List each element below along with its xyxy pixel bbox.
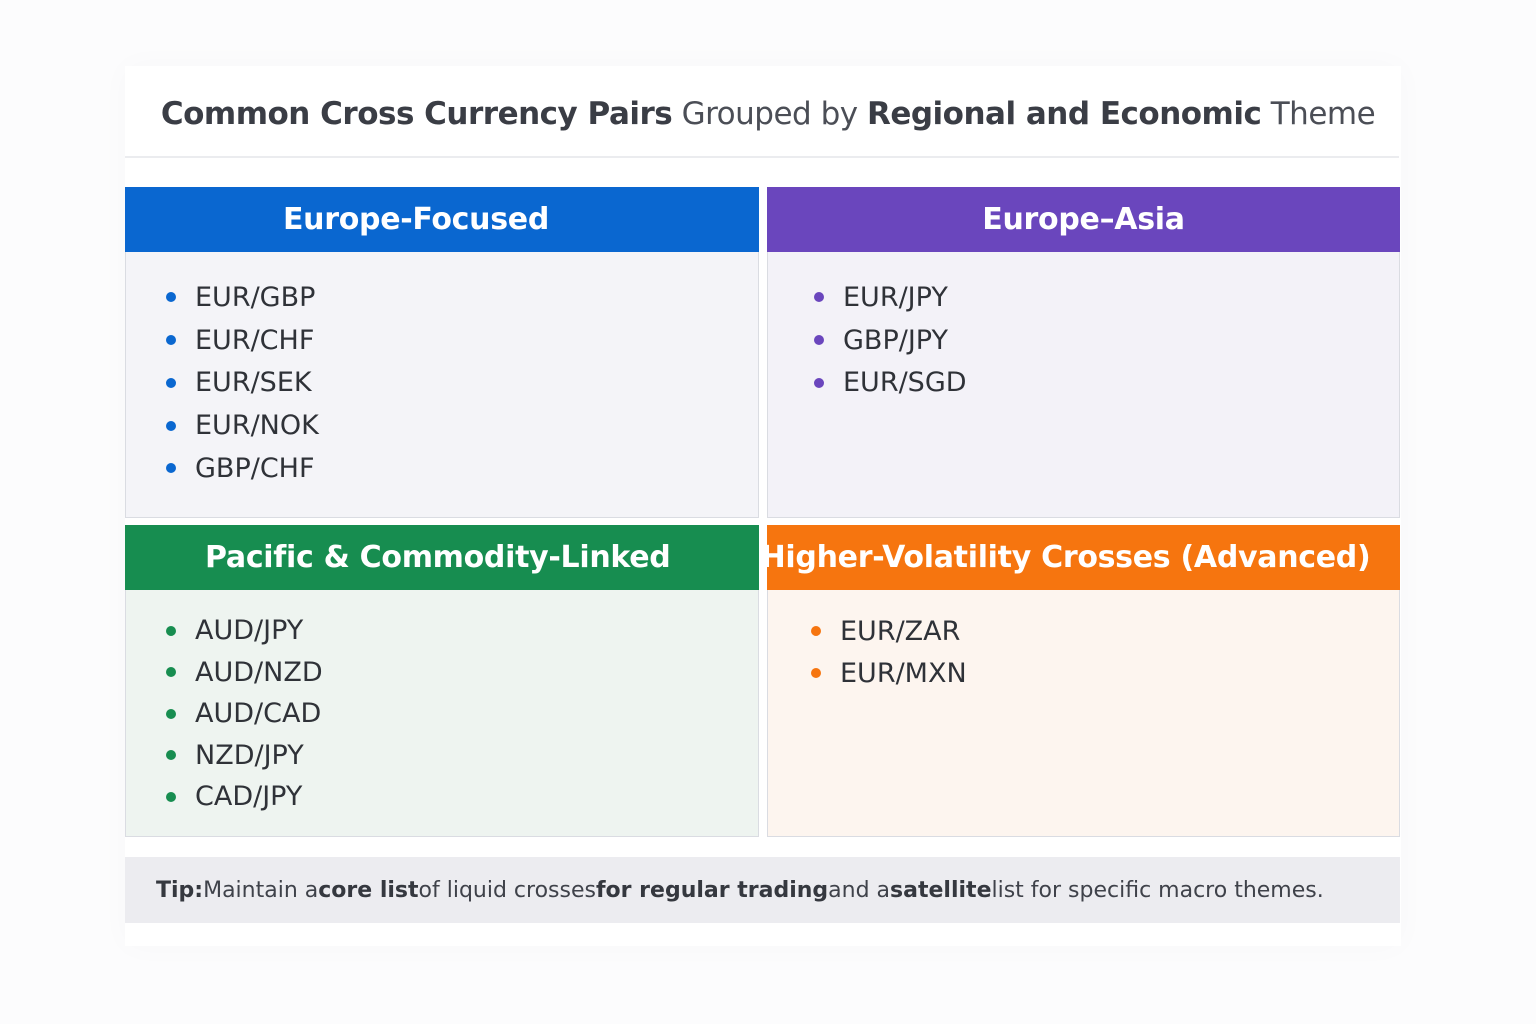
tip-part: Tip: bbox=[156, 877, 204, 903]
pair-label: EUR/CHF bbox=[195, 324, 315, 356]
bullet-icon bbox=[814, 292, 824, 303]
list-item: EUR/ZAR bbox=[811, 610, 967, 652]
pair-list: EUR/JPY GBP/JPY EUR/SGD bbox=[814, 276, 967, 404]
pair-label: AUD/JPY bbox=[195, 615, 304, 647]
panel-title: Higher-Volatility Crosses (Advanced) bbox=[760, 540, 1371, 575]
page-title: Common Cross Currency Pairs Grouped by R… bbox=[0, 96, 1536, 132]
list-item: EUR/CHF bbox=[166, 319, 319, 362]
list-item: EUR/MXN bbox=[811, 652, 967, 694]
tip-part: for regular trading bbox=[595, 877, 829, 903]
list-item: EUR/SEK bbox=[166, 362, 319, 405]
list-item: GBP/JPY bbox=[814, 319, 967, 362]
panel-europe-focused: Europe-Focused EUR/GBP EUR/CHF EUR/SEK E… bbox=[125, 187, 759, 518]
tip-part: Maintain a bbox=[203, 877, 319, 903]
pair-label: GBP/CHF bbox=[195, 452, 315, 484]
pair-label: GBP/JPY bbox=[843, 324, 948, 356]
pair-label: EUR/GBP bbox=[195, 281, 316, 313]
panel-title: Europe-Focused bbox=[282, 202, 550, 237]
tip-part: of liquid crosses bbox=[418, 877, 596, 903]
bullet-icon bbox=[166, 667, 176, 678]
panel-title: Europe–Asia bbox=[982, 202, 1185, 237]
list-item: GBP/CHF bbox=[166, 447, 319, 490]
pair-label: EUR/SGD bbox=[843, 367, 967, 399]
list-item: EUR/JPY bbox=[814, 276, 967, 319]
list-item: EUR/NOK bbox=[166, 404, 319, 447]
bullet-icon bbox=[166, 292, 176, 303]
panel-higher-volatility: Higher-Volatility Crosses (Advanced) EUR… bbox=[761, 525, 1400, 837]
list-item: AUD/NZD bbox=[166, 652, 323, 694]
pair-label: EUR/NOK bbox=[195, 410, 319, 442]
panel-header: Europe–Asia bbox=[767, 187, 1400, 252]
bullet-icon bbox=[811, 626, 821, 636]
title-part: Grouped by bbox=[672, 96, 867, 132]
title-divider bbox=[125, 156, 1399, 158]
pair-label: EUR/SEK bbox=[195, 367, 312, 399]
tip-part: core list bbox=[318, 877, 419, 903]
panel-header: Pacific & Commodity-Linked bbox=[125, 525, 759, 590]
pair-label: EUR/JPY bbox=[843, 281, 948, 313]
pair-label: AUD/NZD bbox=[195, 656, 323, 688]
bullet-icon bbox=[166, 791, 176, 802]
list-item: EUR/GBP bbox=[166, 276, 319, 319]
tip-part: and a bbox=[828, 877, 891, 903]
bullet-icon bbox=[166, 708, 176, 719]
title-part: Common Cross Currency Pairs bbox=[160, 96, 673, 132]
pair-label: NZD/JPY bbox=[195, 739, 304, 771]
bullet-icon bbox=[814, 377, 824, 388]
panel-pacific-commodity: Pacific & Commodity-Linked AUD/JPY AUD/N… bbox=[125, 525, 759, 837]
bullet-icon bbox=[166, 335, 176, 346]
pair-label: CAD/JPY bbox=[195, 781, 303, 813]
tip-part: satellite bbox=[890, 877, 992, 903]
list-item: CAD/JPY bbox=[166, 776, 323, 818]
panel-header: Europe-Focused bbox=[125, 187, 759, 252]
bullet-icon bbox=[166, 377, 176, 388]
pair-list: EUR/GBP EUR/CHF EUR/SEK EUR/NOK GBP/CHF bbox=[166, 276, 319, 490]
list-item: AUD/JPY bbox=[166, 610, 323, 652]
tip-box: Tip: Maintain a core list of liquid cros… bbox=[125, 857, 1400, 923]
title-part: Regional and Economic bbox=[866, 96, 1262, 132]
pair-label: AUD/CAD bbox=[195, 698, 322, 730]
pair-label: EUR/ZAR bbox=[840, 615, 961, 647]
pair-list: EUR/ZAR EUR/MXN bbox=[811, 610, 967, 694]
bullet-icon bbox=[811, 668, 821, 678]
title-part: Theme bbox=[1261, 96, 1376, 132]
list-item: EUR/SGD bbox=[814, 362, 967, 405]
tip-part: list for specific macro themes. bbox=[991, 877, 1324, 903]
pair-label: EUR/MXN bbox=[840, 657, 967, 689]
bullet-icon bbox=[166, 625, 176, 636]
list-item: AUD/CAD bbox=[166, 693, 323, 735]
bullet-icon bbox=[166, 420, 176, 431]
bullet-icon bbox=[814, 335, 824, 346]
panel-header: Higher-Volatility Crosses (Advanced) bbox=[761, 525, 1400, 590]
pair-list: AUD/JPY AUD/NZD AUD/CAD NZD/JPY CAD/JPY bbox=[166, 610, 323, 818]
bullet-icon bbox=[166, 463, 176, 474]
list-item: NZD/JPY bbox=[166, 735, 323, 777]
panel-europe-asia: Europe–Asia EUR/JPY GBP/JPY EUR/SGD bbox=[767, 187, 1400, 518]
bullet-icon bbox=[166, 750, 176, 761]
panel-title: Pacific & Commodity-Linked bbox=[205, 540, 671, 575]
